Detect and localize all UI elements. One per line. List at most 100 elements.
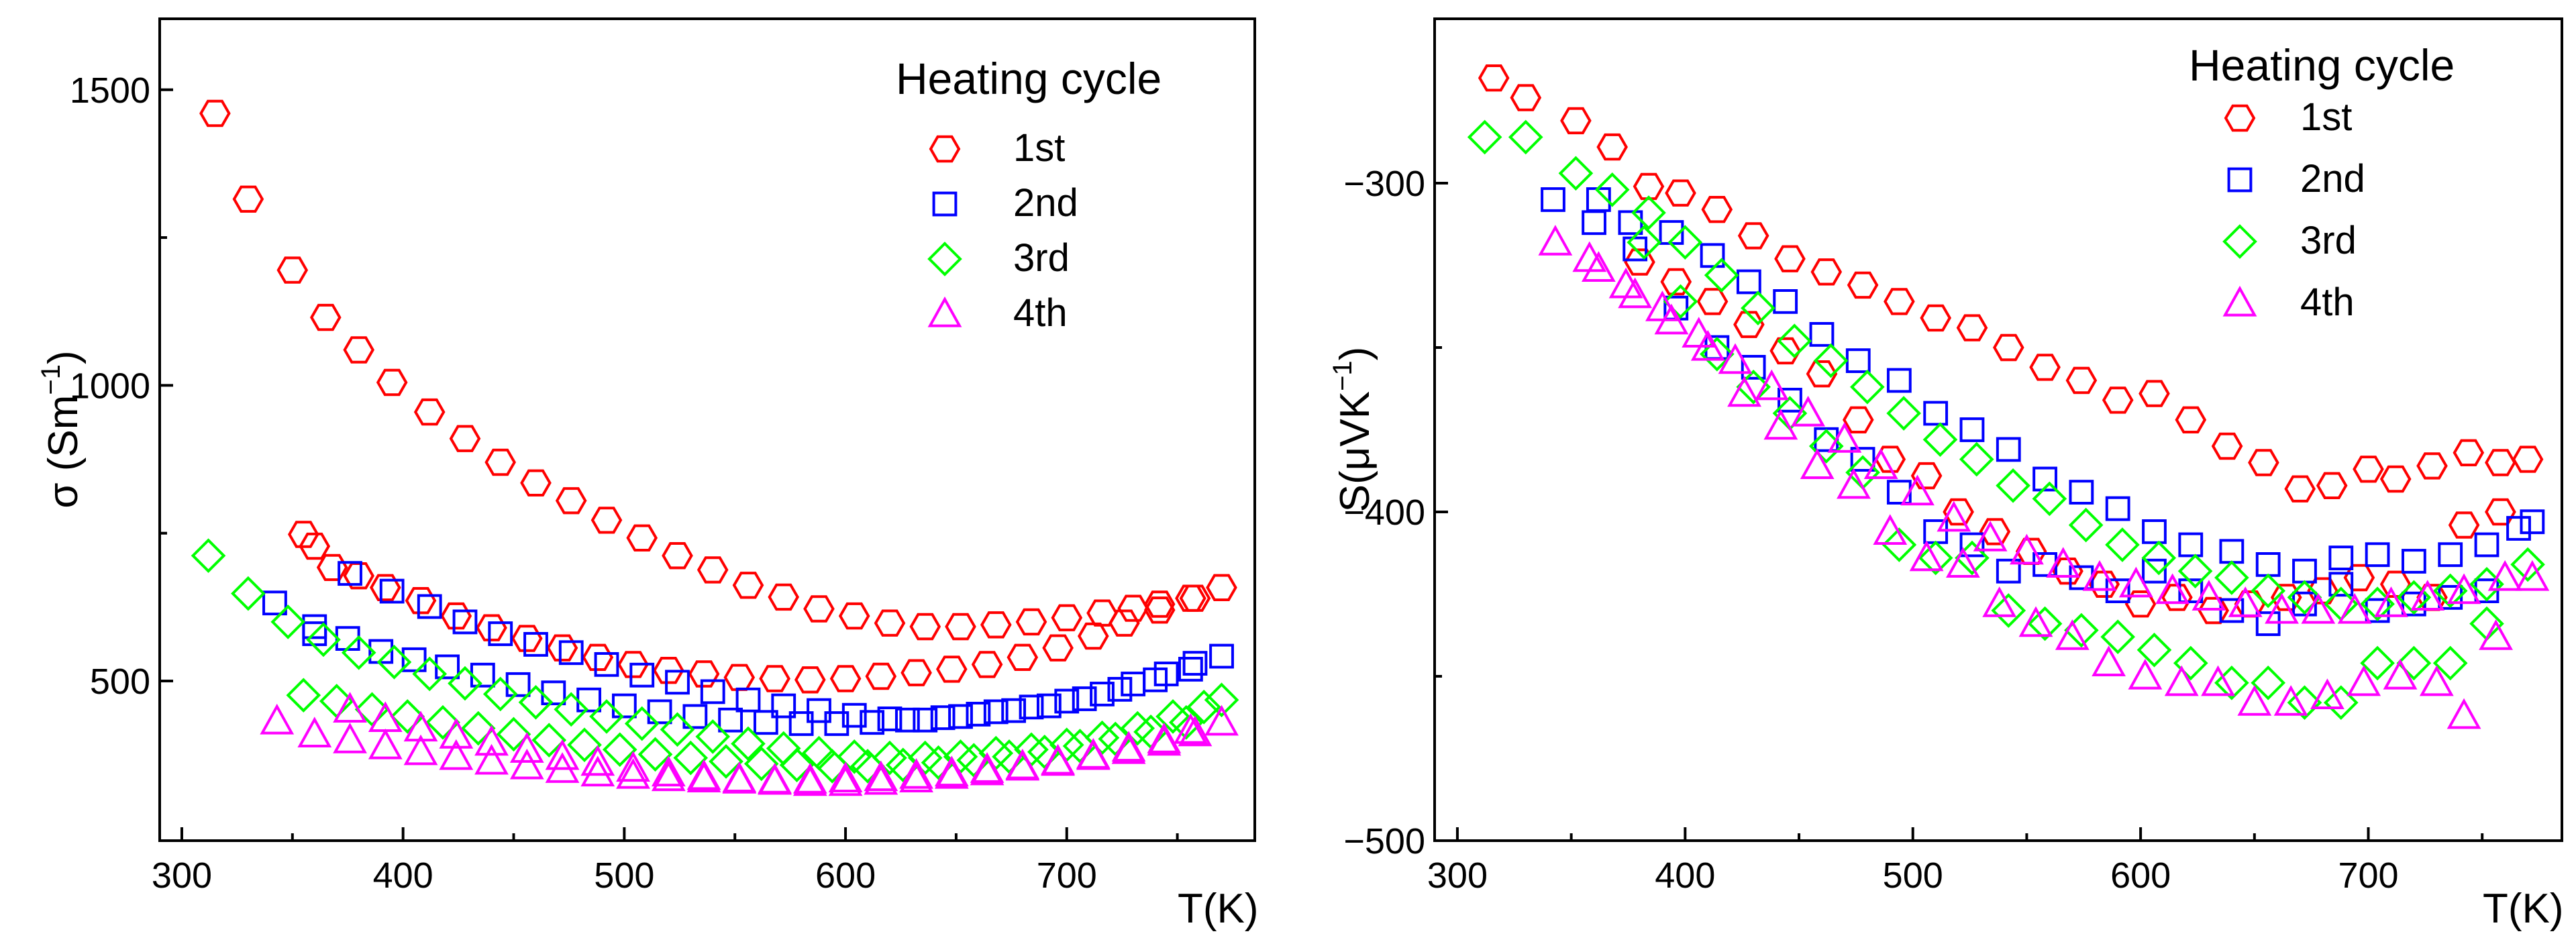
data-point-4th bbox=[1945, 547, 1980, 578]
data-point-3rd bbox=[2287, 580, 2322, 615]
data-point-4th bbox=[1837, 468, 1871, 499]
data-point-4th bbox=[686, 761, 721, 792]
data-point-4th bbox=[2046, 547, 2081, 578]
data-point-1st bbox=[405, 587, 437, 615]
y-tick-label: 500 bbox=[90, 662, 150, 702]
data-point-1st bbox=[199, 99, 231, 127]
data-point-3rd bbox=[1667, 225, 1703, 260]
data-point-2nd bbox=[860, 710, 885, 735]
data-point-4th bbox=[1147, 723, 1182, 753]
data-point-4th bbox=[1618, 277, 1653, 309]
data-point-2nd bbox=[2328, 545, 2354, 571]
data-point-1st bbox=[617, 651, 649, 678]
data-point-3rd bbox=[660, 712, 695, 747]
data-point-1st bbox=[2379, 465, 2412, 493]
data-point-1st bbox=[1478, 64, 1510, 92]
data-point-4th bbox=[864, 764, 898, 795]
y-tick-label: −500 bbox=[1343, 821, 1425, 861]
data-point-3rd bbox=[1882, 527, 1917, 562]
data-point-4th bbox=[403, 711, 438, 742]
data-point-3rd bbox=[1741, 291, 1775, 326]
data-point-2nd bbox=[841, 702, 867, 728]
data-point-2nd bbox=[1054, 688, 1080, 714]
data-point-2nd bbox=[417, 594, 442, 619]
data-point-4th bbox=[1973, 521, 2008, 551]
data-point-2nd bbox=[2105, 578, 2130, 604]
data-point-2nd bbox=[558, 640, 584, 666]
data-point-3rd bbox=[624, 706, 660, 741]
legend: Heating cycle 1st 2nd 3rd 4th bbox=[2189, 40, 2455, 324]
data-point-1st bbox=[1051, 604, 1083, 631]
plot-frame bbox=[158, 17, 1256, 842]
data-point-4th bbox=[1718, 343, 1753, 374]
data-point-3rd bbox=[1886, 396, 1921, 431]
data-point-4th bbox=[509, 748, 544, 780]
data-point-3rd bbox=[2214, 665, 2249, 700]
data-point-3rd bbox=[286, 678, 321, 713]
data-point-1st bbox=[1633, 172, 1665, 201]
data-point-4th bbox=[2082, 560, 2117, 591]
legend-title: Heating cycle bbox=[896, 54, 1162, 103]
data-point-2nd bbox=[1121, 672, 1146, 696]
data-point-4th bbox=[1873, 514, 1908, 545]
data-point-4th bbox=[2118, 566, 2153, 598]
data-point-2nd bbox=[335, 626, 360, 651]
x-tick-label: 700 bbox=[1037, 855, 1097, 896]
data-point-1st bbox=[1007, 643, 1039, 671]
y-tick-label: −400 bbox=[1343, 492, 1425, 533]
data-point-4th bbox=[2018, 606, 2053, 637]
data-point-3rd bbox=[191, 538, 226, 574]
data-point-4th bbox=[439, 739, 474, 770]
data-point-1st bbox=[449, 425, 481, 452]
data-point-1st bbox=[2448, 511, 2480, 539]
data-point-4th bbox=[1937, 501, 1971, 532]
data-point-1st bbox=[759, 665, 790, 692]
data-point-4th bbox=[474, 743, 509, 775]
data-point-2nd bbox=[2520, 509, 2545, 535]
data-point-1st bbox=[2485, 498, 2516, 526]
data-point-2nd bbox=[576, 687, 602, 713]
x-tick-label: 500 bbox=[594, 855, 654, 896]
data-point-2nd bbox=[2142, 558, 2167, 584]
data-point-3rd bbox=[1558, 156, 1594, 191]
data-point-4th bbox=[1800, 448, 1835, 479]
x-tick-label: 400 bbox=[1655, 855, 1715, 896]
data-point-3rd bbox=[837, 739, 872, 774]
data-point-4th bbox=[509, 732, 544, 763]
legend-label: 2nd bbox=[1013, 181, 1078, 225]
data-point-1st bbox=[945, 613, 976, 641]
data-point-3rd bbox=[1467, 119, 1502, 155]
data-point-2nd bbox=[1582, 210, 1606, 235]
data-point-1st bbox=[652, 657, 684, 684]
data-point-3rd bbox=[2032, 481, 2067, 517]
data-point-2nd bbox=[2032, 466, 2057, 492]
data-point-1st bbox=[874, 609, 906, 637]
data-point-4th bbox=[2055, 619, 2090, 650]
data-point-4th bbox=[1690, 329, 1725, 361]
axis-ticks: 300 400 500 600 700 −500 −400 −300 bbox=[1343, 164, 2484, 896]
data-point-4th bbox=[333, 692, 367, 723]
data-point-1st bbox=[1660, 268, 1692, 296]
data-point-3rd bbox=[589, 699, 624, 734]
data-point-2nd bbox=[1143, 667, 1168, 692]
data-point-3rd bbox=[482, 676, 518, 712]
data-point-3rd bbox=[743, 746, 779, 782]
data-point-4th bbox=[2374, 586, 2408, 617]
data-point-4th bbox=[580, 755, 615, 787]
diamond-icon bbox=[2222, 224, 2257, 259]
data-point-4th bbox=[2237, 685, 2272, 716]
data-point-1st bbox=[1696, 288, 1729, 315]
data-point-4th bbox=[1682, 317, 1716, 348]
data-point-2nd bbox=[1773, 289, 1798, 314]
data-point-2nd bbox=[913, 707, 938, 733]
data-point-4th bbox=[1754, 369, 1789, 401]
data-point-2nd bbox=[2365, 542, 2390, 568]
data-point-3rd bbox=[2396, 645, 2432, 681]
data-point-1st bbox=[1042, 634, 1074, 662]
data-point-2nd bbox=[807, 698, 831, 723]
data-point-3rd bbox=[390, 699, 425, 734]
data-point-3rd bbox=[1508, 119, 1543, 155]
conductivity-chart: 300 400 500 600 700 500 1000 1500 σ (Sm−1) T(K)… bbox=[36, 17, 1259, 932]
data-point-1st bbox=[343, 562, 375, 590]
data-point-3rd bbox=[815, 749, 850, 784]
